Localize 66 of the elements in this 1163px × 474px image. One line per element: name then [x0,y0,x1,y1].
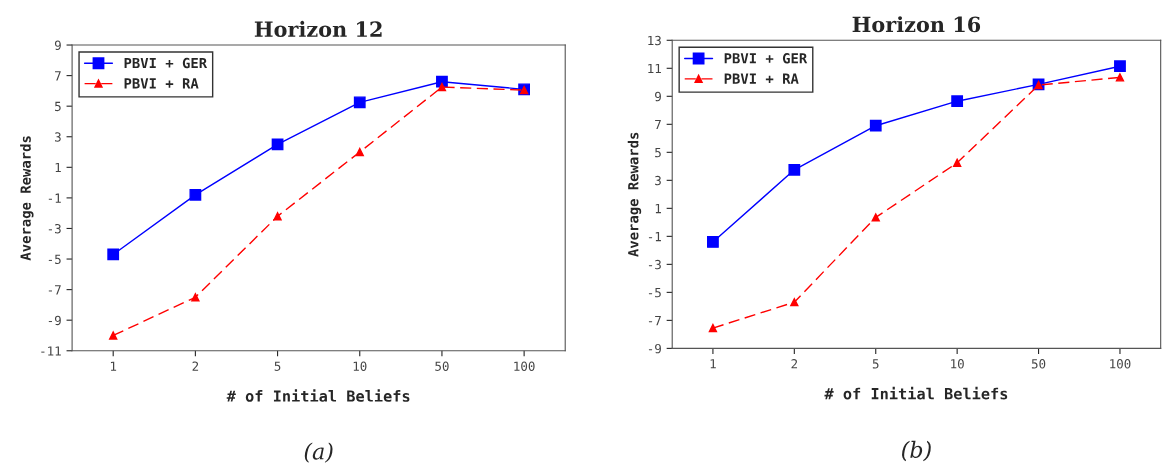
x-tick-label: 5 [872,359,879,369]
x-axis-title: # of Initial Beliefs [226,389,410,402]
chart-title: Horizon 16 [852,16,981,33]
y-tick-label: -3 [48,223,61,234]
point [871,213,880,222]
legend-label: PBVI + GER [724,53,808,64]
point [951,95,964,108]
point [708,323,718,333]
point [355,147,364,157]
x-tick-label: 2 [192,361,199,371]
point [353,96,366,109]
y-tick-label: -5 [48,254,61,264]
text: (a) [304,442,333,463]
point [107,248,120,261]
x-tick-label: 50 [1031,359,1046,369]
y-tick-label: -5 [648,288,661,298]
point [790,298,799,307]
x-tick-label: 50 [435,361,449,371]
x-tick-label: 2 [791,359,798,369]
point [437,82,447,92]
y-tick-label: 3 [655,175,661,186]
y-tick-label: 5 [655,148,661,158]
y-tick-label: -1 [48,193,61,203]
point [952,158,962,167]
x-axis-title: # of Initial Beliefs [824,386,1008,400]
x-tick-label: 1 [110,361,117,371]
x-tick-label: 5 [274,361,281,371]
point [189,188,202,201]
y-tick-label: 5 [55,101,61,112]
chart-title: Horizon 12 [254,20,382,37]
y-tick-label: 9 [655,91,661,102]
y-tick-label: -9 [48,315,61,326]
y-axis-title: Average Rewards [627,132,642,257]
y-tick-label: 1 [655,204,661,214]
point [869,119,882,132]
point [191,293,200,302]
x-tick-label: 1 [710,359,716,369]
point [271,138,284,151]
point [109,331,118,340]
x-tick-label: 10 [353,361,367,371]
x-tick-label: 100 [514,361,535,371]
text: (b) [902,440,931,462]
x-tick-label: 10 [951,359,964,369]
y-tick-label: 13 [648,35,661,46]
legend-label: PBVI + RA [124,78,199,89]
y-tick-label: 11 [648,63,661,74]
y-tick-label: -1 [648,232,661,242]
point [1114,60,1126,73]
legend-label: PBVI + GER [124,57,208,69]
y-tick-label: 9 [54,40,61,50]
legend-label: PBVI + RA [724,73,799,84]
y-axis-title: Average Rewards [20,136,34,261]
y-tick-label: -7 [648,316,661,326]
y-tick-label: 7 [55,71,61,81]
y-tick-label: 7 [655,119,661,130]
y-tick-label: 3 [55,132,61,142]
y-tick-label: -9 [648,343,661,354]
y-tick-label: -3 [648,259,661,270]
point [707,236,719,248]
point [273,212,282,221]
x-tick-label: 100 [1110,359,1131,369]
y-tick-label: -11 [41,346,61,356]
y-tick-label: -7 [48,285,61,295]
point [1115,73,1125,82]
point [788,163,801,176]
y-tick-label: 1 [55,162,61,173]
